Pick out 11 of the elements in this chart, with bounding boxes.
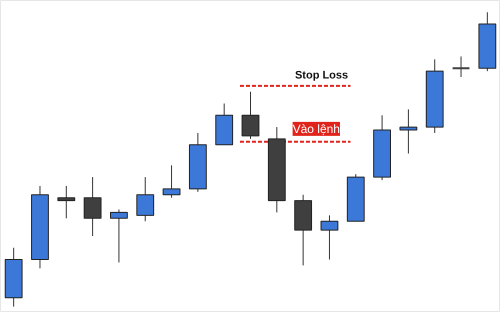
candlestick [399,108,418,154]
ref-line-label: Stop Loss [294,69,348,82]
candlestick [84,176,102,236]
candlestick [57,185,76,219]
candlestick [110,208,128,263]
candlestick [136,176,154,222]
candlestick [162,164,180,198]
candlestick [242,91,260,140]
ref-line-label: Vào lệnh [292,122,340,136]
candlestick [320,214,338,260]
candlestick [452,56,470,78]
